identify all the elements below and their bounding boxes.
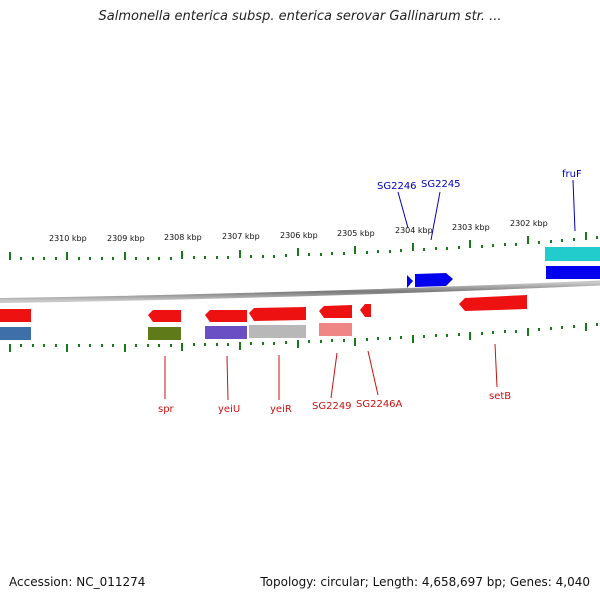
plus-strand-genes[interactable]	[407, 247, 600, 288]
upper-tick-track	[9, 232, 598, 260]
label-fruf: fruF	[562, 169, 582, 180]
label-yeiu: yeiU	[218, 404, 240, 415]
label-sg2246a: SG2246A	[356, 399, 403, 410]
gene-sg2246[interactable]	[407, 275, 413, 288]
kbp-label: 2309 kbp	[107, 234, 145, 243]
gene-yeiu[interactable]	[205, 310, 247, 322]
top-gene-labels: SG2246 SG2245 fruF	[377, 169, 582, 241]
gene-left-red[interactable]	[0, 309, 31, 322]
kbp-label: 2306 kbp	[280, 231, 318, 240]
gene-sg2245[interactable]	[415, 273, 453, 287]
genome-summary-text: Topology: circular; Length: 4,658,697 bp…	[260, 575, 590, 589]
yeiu-purple-bar	[205, 326, 247, 339]
genome-title: Salmonella enterica subsp. enterica sero…	[98, 9, 502, 24]
sg2249-pink-bar	[319, 323, 352, 336]
gene-sg2249[interactable]	[319, 305, 352, 318]
kbp-label: 2303 kbp	[452, 223, 490, 232]
spr-olive-bar	[148, 327, 181, 340]
lower-tick-track	[9, 323, 598, 352]
label-sg2246: SG2246	[377, 181, 417, 192]
label-sg2245: SG2245	[421, 179, 461, 190]
left-blue-bar	[0, 327, 31, 340]
kbp-label: 2305 kbp	[337, 229, 375, 238]
gene-sg2246a[interactable]	[360, 304, 371, 317]
label-setb: setB	[489, 391, 511, 402]
kbp-label: 2302 kbp	[510, 219, 548, 228]
minus-strand-genes[interactable]	[0, 295, 527, 322]
kbp-labels: 2310 kbp 2309 kbp 2308 kbp 2307 kbp 2306…	[49, 219, 548, 243]
gene-setb[interactable]	[459, 295, 527, 311]
label-sg2249: SG2249	[312, 401, 352, 412]
kbp-label: 2304 kbp	[395, 226, 433, 235]
accession-text: Accession: NC_011274	[9, 575, 146, 589]
gene-yeir[interactable]	[249, 307, 306, 321]
functional-category-track	[0, 323, 352, 340]
genome-backbone	[0, 280, 600, 303]
bottom-gene-labels: spr yeiU yeiR SG2249 SG2246A setB	[158, 343, 511, 415]
label-yeir: yeiR	[270, 404, 292, 415]
kbp-label: 2308 kbp	[164, 233, 202, 242]
yeir-gray-bar	[249, 325, 306, 338]
gene-fruf-cyan[interactable]	[545, 247, 600, 261]
kbp-label: 2307 kbp	[222, 232, 260, 241]
label-spr: spr	[158, 404, 175, 415]
gene-spr[interactable]	[148, 310, 181, 322]
gene-fruf-blue[interactable]	[546, 266, 600, 279]
kbp-label: 2310 kbp	[49, 234, 87, 243]
